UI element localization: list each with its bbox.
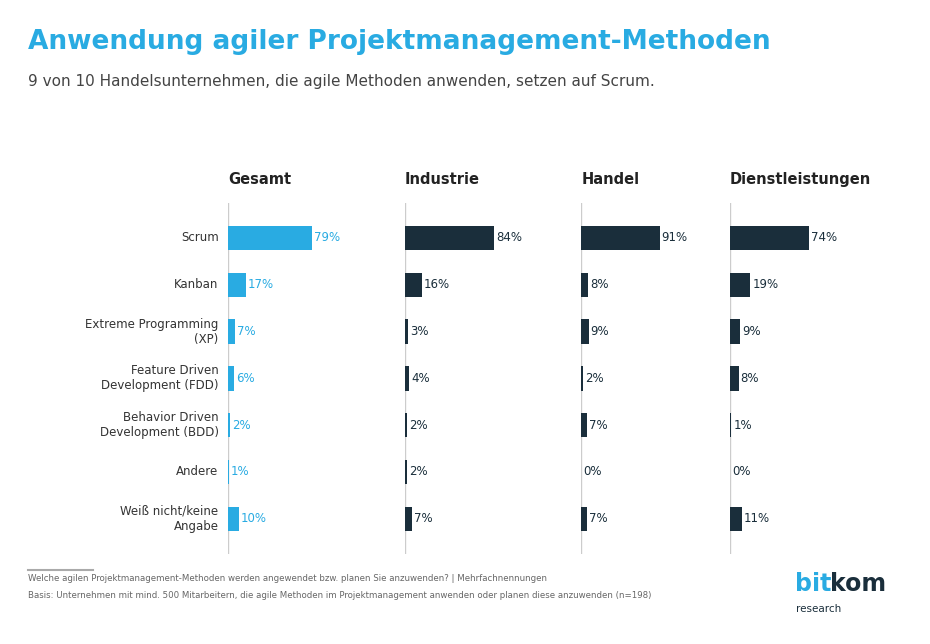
Text: 8%: 8% (740, 372, 759, 385)
Text: research: research (796, 603, 842, 614)
Text: Andere: Andere (177, 466, 219, 478)
Bar (228, 366, 234, 390)
Bar (581, 319, 589, 344)
Text: 4%: 4% (411, 372, 430, 385)
Text: Behavior Driven
Development (BDD): Behavior Driven Development (BDD) (100, 411, 219, 439)
Bar (581, 413, 587, 437)
Bar (228, 319, 235, 344)
Text: 2%: 2% (409, 466, 428, 478)
Text: 79%: 79% (314, 231, 340, 245)
Text: 7%: 7% (589, 512, 607, 526)
Bar (730, 413, 731, 437)
Text: 8%: 8% (590, 278, 608, 291)
Text: 2%: 2% (585, 372, 604, 385)
Text: Feature Driven
Development (FDD): Feature Driven Development (FDD) (101, 365, 219, 392)
Bar (228, 272, 246, 297)
Text: Basis: Unternehmen mit mind. 500 Mitarbeitern, die agile Methoden im Projektmana: Basis: Unternehmen mit mind. 500 Mitarbe… (28, 591, 651, 600)
Text: 0%: 0% (583, 466, 602, 478)
Text: 11%: 11% (744, 512, 770, 526)
Bar (405, 226, 494, 250)
Text: Extreme Programming
(XP): Extreme Programming (XP) (86, 317, 219, 346)
Bar (730, 507, 742, 531)
Bar (581, 507, 587, 531)
Text: 3%: 3% (410, 325, 429, 338)
Text: 2%: 2% (232, 419, 251, 431)
Text: 91%: 91% (661, 231, 687, 245)
Text: 1%: 1% (231, 466, 249, 478)
Bar (228, 460, 229, 484)
Text: Weiß nicht/keine
Angabe: Weiß nicht/keine Angabe (120, 505, 219, 533)
Text: 17%: 17% (248, 278, 274, 291)
Bar (228, 507, 238, 531)
Text: kom: kom (830, 572, 886, 596)
Text: 7%: 7% (589, 419, 607, 431)
Text: Industrie: Industrie (405, 172, 480, 187)
Bar (405, 413, 406, 437)
Text: 1%: 1% (733, 419, 751, 431)
Text: 7%: 7% (237, 325, 256, 338)
Text: 10%: 10% (241, 512, 267, 526)
Text: 0%: 0% (732, 466, 751, 478)
Bar (730, 366, 738, 390)
Text: Scrum: Scrum (180, 231, 219, 245)
Bar (405, 507, 412, 531)
Text: 74%: 74% (811, 231, 837, 245)
Text: 7%: 7% (414, 512, 432, 526)
Text: Welche agilen Projektmanagement-Methoden werden angewendet bzw. planen Sie anzuw: Welche agilen Projektmanagement-Methoden… (28, 574, 547, 583)
Bar (730, 226, 809, 250)
Text: Dienstleistungen: Dienstleistungen (730, 172, 871, 187)
Text: 19%: 19% (752, 278, 778, 291)
Text: 9%: 9% (742, 325, 761, 338)
Text: Handel: Handel (581, 172, 640, 187)
Bar (405, 272, 421, 297)
Bar (730, 272, 751, 297)
Text: 9 von 10 Handelsunternehmen, die agile Methoden anwenden, setzen auf Scrum.: 9 von 10 Handelsunternehmen, die agile M… (28, 74, 655, 89)
Text: bit: bit (795, 572, 831, 596)
Bar (405, 460, 406, 484)
Text: 9%: 9% (591, 325, 609, 338)
Bar (405, 319, 407, 344)
Bar (581, 226, 659, 250)
Bar (228, 226, 312, 250)
Bar (405, 366, 409, 390)
Bar (730, 319, 739, 344)
Text: 16%: 16% (424, 278, 450, 291)
Bar (581, 366, 583, 390)
Text: 2%: 2% (409, 419, 428, 431)
Text: 84%: 84% (497, 231, 523, 245)
Text: Anwendung agiler Projektmanagement-Methoden: Anwendung agiler Projektmanagement-Metho… (28, 29, 771, 55)
Bar (228, 413, 230, 437)
Text: 6%: 6% (236, 372, 255, 385)
Text: Kanban: Kanban (174, 278, 219, 291)
Bar (581, 272, 588, 297)
Text: Gesamt: Gesamt (228, 172, 291, 187)
